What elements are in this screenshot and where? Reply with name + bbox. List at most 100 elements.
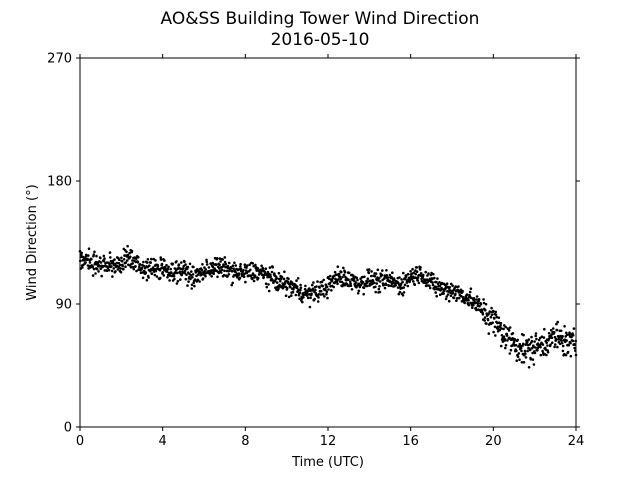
data-point	[150, 272, 154, 275]
data-point	[367, 268, 371, 271]
data-point	[80, 253, 83, 257]
data-point	[210, 275, 213, 278]
data-point	[457, 296, 461, 300]
data-point	[432, 272, 435, 276]
data-point	[211, 261, 214, 265]
data-point	[571, 339, 575, 343]
data-point	[503, 338, 507, 341]
data-point	[566, 350, 570, 354]
data-point	[275, 277, 279, 280]
data-point	[412, 280, 415, 283]
data-point	[168, 274, 172, 277]
data-point	[477, 298, 481, 301]
data-point	[317, 296, 320, 299]
data-point	[489, 315, 493, 319]
data-point	[294, 293, 298, 297]
data-point	[191, 276, 194, 279]
data-point	[103, 257, 106, 260]
data-point	[366, 280, 370, 283]
data-point	[268, 266, 272, 269]
data-point	[121, 264, 124, 268]
data-point	[451, 291, 455, 295]
data-point	[515, 349, 518, 353]
data-point	[319, 293, 323, 296]
data-point	[376, 268, 380, 272]
data-point	[252, 279, 256, 283]
data-point	[516, 355, 520, 359]
data-point	[326, 296, 329, 300]
data-point	[522, 342, 525, 346]
data-point	[287, 295, 291, 299]
data-point	[520, 349, 523, 353]
data-point	[455, 299, 458, 303]
data-point	[290, 294, 293, 297]
data-point	[419, 272, 423, 275]
data-point	[231, 281, 234, 285]
data-point	[325, 292, 328, 296]
data-point	[438, 281, 441, 284]
data-point	[196, 273, 200, 276]
data-point	[554, 343, 557, 346]
data-point	[362, 292, 366, 296]
data-point	[304, 284, 307, 288]
data-point	[111, 275, 114, 278]
plot-frame	[79, 57, 577, 428]
data-point	[119, 263, 122, 267]
data-point	[381, 269, 384, 272]
data-point	[367, 271, 371, 275]
data-point	[244, 280, 247, 284]
data-point	[427, 272, 430, 275]
data-point	[420, 279, 424, 283]
data-point	[291, 290, 295, 294]
data-point	[463, 301, 467, 305]
data-point	[552, 327, 555, 330]
data-point	[494, 313, 498, 317]
data-point	[185, 273, 188, 277]
data-point	[238, 276, 242, 280]
data-point	[545, 341, 548, 345]
data-point	[233, 261, 236, 265]
data-point	[87, 247, 91, 250]
data-point	[325, 285, 329, 289]
data-point	[201, 263, 204, 266]
data-point	[175, 260, 178, 263]
data-point	[402, 271, 405, 275]
data-point	[135, 269, 138, 273]
data-point	[350, 288, 354, 291]
data-point	[553, 331, 556, 334]
data-point	[256, 267, 260, 270]
data-point	[223, 269, 226, 273]
data-point	[146, 258, 150, 261]
data-point	[550, 336, 554, 340]
data-point	[411, 267, 414, 271]
data-point	[524, 352, 527, 356]
data-point	[533, 351, 537, 355]
data-point	[165, 263, 168, 267]
data-point	[494, 334, 497, 337]
data-point	[131, 259, 134, 262]
data-point	[179, 267, 182, 271]
data-point	[541, 349, 544, 353]
data-point	[191, 273, 195, 276]
data-point	[415, 270, 419, 274]
data-point	[423, 278, 427, 282]
data-point	[171, 262, 174, 266]
data-point	[573, 346, 576, 350]
data-point	[126, 244, 129, 248]
data-point	[216, 275, 219, 279]
data-point	[140, 266, 144, 270]
data-point	[385, 269, 388, 272]
data-point	[80, 251, 83, 255]
data-point	[428, 284, 431, 288]
data-point	[342, 273, 346, 277]
data-point	[239, 267, 243, 271]
data-point	[492, 309, 495, 313]
data-point	[416, 279, 420, 282]
data-point	[161, 271, 164, 274]
data-point	[159, 276, 162, 280]
data-point	[371, 279, 375, 283]
data-point	[494, 310, 498, 314]
data-point	[230, 283, 233, 287]
data-point	[315, 285, 318, 288]
data-point	[520, 361, 524, 364]
